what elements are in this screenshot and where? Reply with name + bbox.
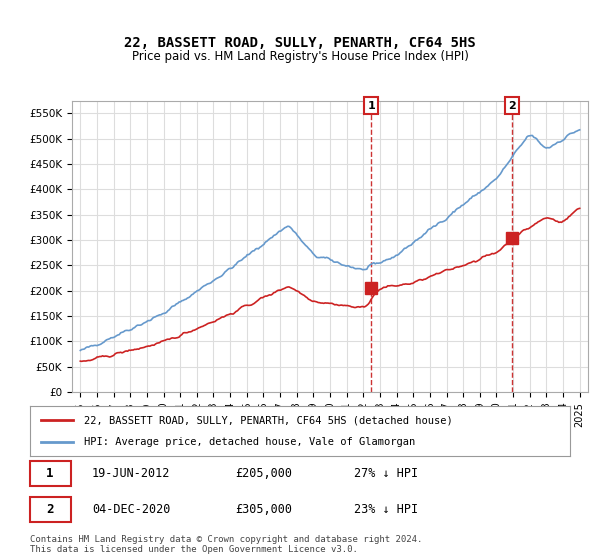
Text: 27% ↓ HPI: 27% ↓ HPI — [354, 467, 418, 480]
Text: £305,000: £305,000 — [235, 503, 292, 516]
Text: 23% ↓ HPI: 23% ↓ HPI — [354, 503, 418, 516]
Text: HPI: Average price, detached house, Vale of Glamorgan: HPI: Average price, detached house, Vale… — [84, 437, 415, 447]
Text: 22, BASSETT ROAD, SULLY, PENARTH, CF64 5HS (detached house): 22, BASSETT ROAD, SULLY, PENARTH, CF64 5… — [84, 415, 453, 425]
Text: 2: 2 — [508, 101, 515, 111]
Text: 2: 2 — [46, 503, 54, 516]
Text: 1: 1 — [46, 467, 54, 480]
Text: 22, BASSETT ROAD, SULLY, PENARTH, CF64 5HS: 22, BASSETT ROAD, SULLY, PENARTH, CF64 5… — [124, 36, 476, 50]
Text: Price paid vs. HM Land Registry's House Price Index (HPI): Price paid vs. HM Land Registry's House … — [131, 50, 469, 63]
Text: Contains HM Land Registry data © Crown copyright and database right 2024.
This d: Contains HM Land Registry data © Crown c… — [30, 535, 422, 554]
FancyBboxPatch shape — [30, 461, 71, 486]
Text: 04-DEC-2020: 04-DEC-2020 — [92, 503, 170, 516]
Text: 1: 1 — [367, 101, 375, 111]
FancyBboxPatch shape — [30, 497, 71, 522]
Text: 19-JUN-2012: 19-JUN-2012 — [92, 467, 170, 480]
Text: £205,000: £205,000 — [235, 467, 292, 480]
